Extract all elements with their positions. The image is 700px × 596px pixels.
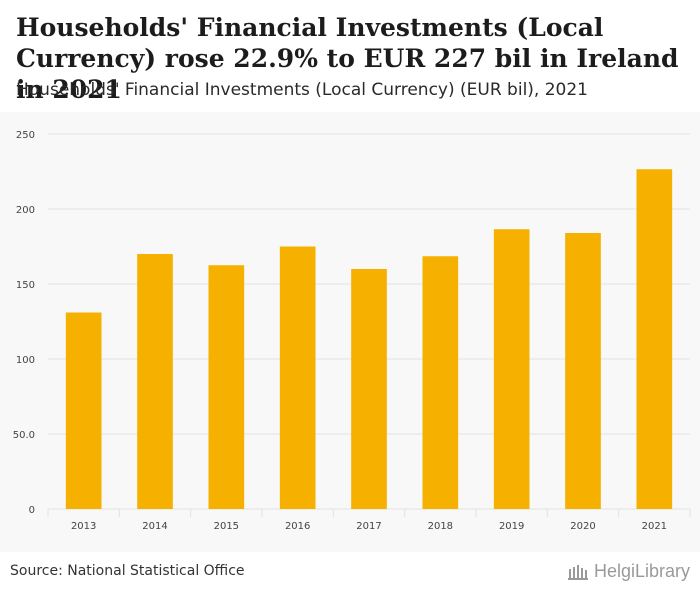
y-tick-label: 200	[16, 205, 35, 216]
footer	[0, 552, 700, 596]
y-axis-ticks: 0 50.0 100 150 200 250	[13, 130, 35, 516]
source-note: Source: National Statistical Office	[10, 563, 245, 579]
x-tick-label: 2015	[214, 521, 239, 532]
x-tick-label: 2021	[642, 521, 667, 532]
bars	[65, 169, 673, 509]
bar-2020	[565, 233, 601, 509]
bar-2014	[137, 254, 173, 509]
chart-subtitle: Households' Financial Investments (Local…	[16, 80, 588, 100]
y-tick-label: 100	[16, 355, 35, 366]
brand-logo: HelgiLibrary	[567, 561, 690, 582]
x-tick-label: 2013	[71, 521, 96, 532]
x-tick-label: 2019	[499, 521, 524, 532]
x-axis-ticks: 2013 2014 2015 2016 2017 2018 2019 2020 2021	[47, 509, 691, 532]
header: Households' Financial Investments (Local…	[0, 0, 700, 110]
bar-2021	[636, 169, 673, 509]
library-icon	[567, 564, 588, 580]
bar-2018	[422, 256, 459, 509]
x-tick-label: 2017	[356, 521, 381, 532]
bar-2013	[65, 312, 102, 509]
y-tick-label: 50.0	[13, 430, 35, 441]
x-tick-label: 2016	[285, 521, 310, 532]
y-tick-label: 150	[16, 280, 35, 291]
y-tick-label: 0	[29, 505, 35, 516]
y-tick-label: 250	[16, 130, 35, 141]
x-tick-label: 2014	[142, 521, 167, 532]
bar-2016	[279, 246, 316, 509]
bar-2019	[493, 229, 530, 509]
brand-name: HelgiLibrary	[593, 561, 690, 581]
bar-2017	[351, 269, 387, 509]
x-tick-label: 2018	[428, 521, 453, 532]
chart-title: Households' Financial Investments (Local…	[16, 13, 679, 104]
bar-2015	[208, 265, 245, 509]
x-tick-label: 2020	[570, 521, 595, 532]
